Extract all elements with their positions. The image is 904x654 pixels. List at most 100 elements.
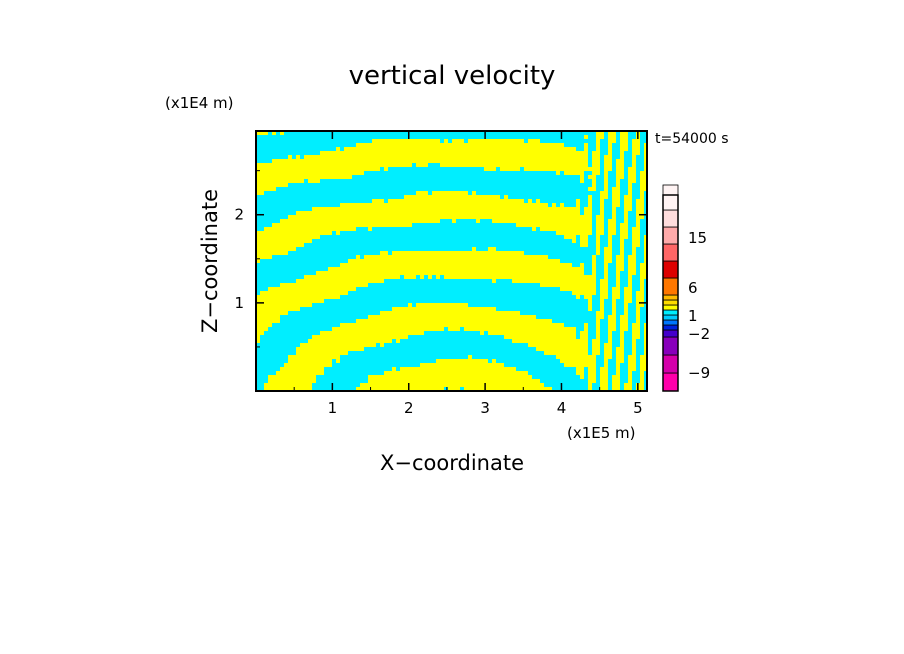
- field-cell: [448, 171, 452, 175]
- field-cell: [620, 311, 624, 315]
- field-cell: [364, 139, 368, 143]
- field-cell: [360, 247, 364, 251]
- field-cell: [320, 175, 324, 179]
- field-cell: [644, 315, 647, 319]
- field-cell: [536, 271, 540, 275]
- field-cell: [556, 243, 560, 247]
- field-cell: [292, 311, 296, 315]
- field-cell: [552, 267, 556, 271]
- field-cell: [332, 235, 336, 239]
- field-cell: [344, 287, 348, 291]
- field-cell: [388, 203, 392, 207]
- field-cell: [348, 139, 352, 143]
- field-cell: [272, 227, 276, 231]
- field-cell: [316, 159, 320, 163]
- field-cell: [588, 267, 592, 271]
- field-cell: [356, 231, 360, 235]
- field-cell: [604, 143, 608, 147]
- field-cell: [316, 291, 320, 295]
- field-cell: [420, 251, 424, 255]
- field-cell: [316, 235, 320, 239]
- field-cell: [572, 275, 576, 279]
- field-cell: [272, 183, 276, 187]
- field-cell: [424, 159, 428, 163]
- field-cell: [612, 151, 616, 155]
- field-cell: [304, 227, 308, 231]
- field-cell: [320, 295, 324, 299]
- field-cell: [384, 171, 388, 175]
- field-cell: [608, 227, 612, 231]
- field-cell: [388, 235, 392, 239]
- field-cell: [264, 187, 268, 191]
- field-cell: [272, 303, 276, 307]
- field-cell: [336, 243, 340, 247]
- field-cell: [352, 207, 356, 211]
- field-cell: [348, 207, 352, 211]
- field-cell: [264, 279, 268, 283]
- field-cell: [344, 259, 348, 263]
- field-cell: [572, 271, 576, 275]
- field-cell: [304, 199, 308, 203]
- field-cell: [452, 175, 456, 179]
- field-cell: [568, 179, 572, 183]
- field-cell: [548, 195, 552, 199]
- field-cell: [452, 243, 456, 247]
- field-cell: [384, 331, 388, 335]
- field-cell: [488, 147, 492, 151]
- field-cell: [272, 315, 276, 319]
- field-cell: [600, 143, 604, 147]
- field-cell: [504, 235, 508, 239]
- field-cell: [436, 311, 440, 315]
- field-cell: [352, 223, 356, 227]
- field-cell: [292, 219, 296, 223]
- field-cell: [484, 227, 488, 231]
- field-cell: [520, 299, 524, 303]
- y-scale-label: (x1E4 m): [165, 94, 234, 112]
- field-cell: [488, 307, 492, 311]
- field-cell: [348, 251, 352, 255]
- field-cell: [544, 143, 548, 147]
- field-cell: [452, 195, 456, 199]
- field-cell: [548, 207, 552, 211]
- field-cell: [616, 143, 620, 147]
- field-cell: [360, 151, 364, 155]
- field-cell: [300, 183, 304, 187]
- field-cell: [420, 331, 424, 335]
- field-cell: [356, 263, 360, 267]
- field-cell: [360, 279, 364, 283]
- field-cell: [464, 151, 468, 155]
- field-cell: [592, 187, 596, 191]
- field-cell: [584, 239, 588, 243]
- field-cell: [356, 251, 360, 255]
- field-cell: [524, 255, 528, 259]
- field-cell: [276, 191, 280, 195]
- field-cell: [488, 255, 492, 259]
- field-cell: [564, 163, 568, 167]
- field-cell: [512, 271, 516, 275]
- field-cell: [492, 211, 496, 215]
- field-cell: [360, 171, 364, 175]
- field-cell: [408, 167, 412, 171]
- field-cell: [644, 291, 647, 295]
- field-cell: [548, 247, 552, 251]
- field-cell: [372, 275, 376, 279]
- field-cell: [544, 215, 548, 219]
- field-cell: [380, 131, 384, 135]
- field-cell: [516, 331, 520, 335]
- field-cell: [544, 135, 548, 139]
- field-cell: [620, 315, 624, 319]
- field-cell: [500, 271, 504, 275]
- field-cell: [456, 263, 460, 267]
- field-cell: [560, 251, 564, 255]
- field-cell: [304, 299, 308, 303]
- field-cell: [336, 239, 340, 243]
- field-cell: [588, 307, 592, 311]
- field-cell: [336, 327, 340, 331]
- field-cell: [508, 167, 512, 171]
- field-cell: [472, 275, 476, 279]
- field-cell: [412, 147, 416, 151]
- field-cell: [564, 279, 568, 283]
- field-cell: [436, 291, 440, 295]
- field-cell: [456, 287, 460, 291]
- field-cell: [596, 231, 600, 235]
